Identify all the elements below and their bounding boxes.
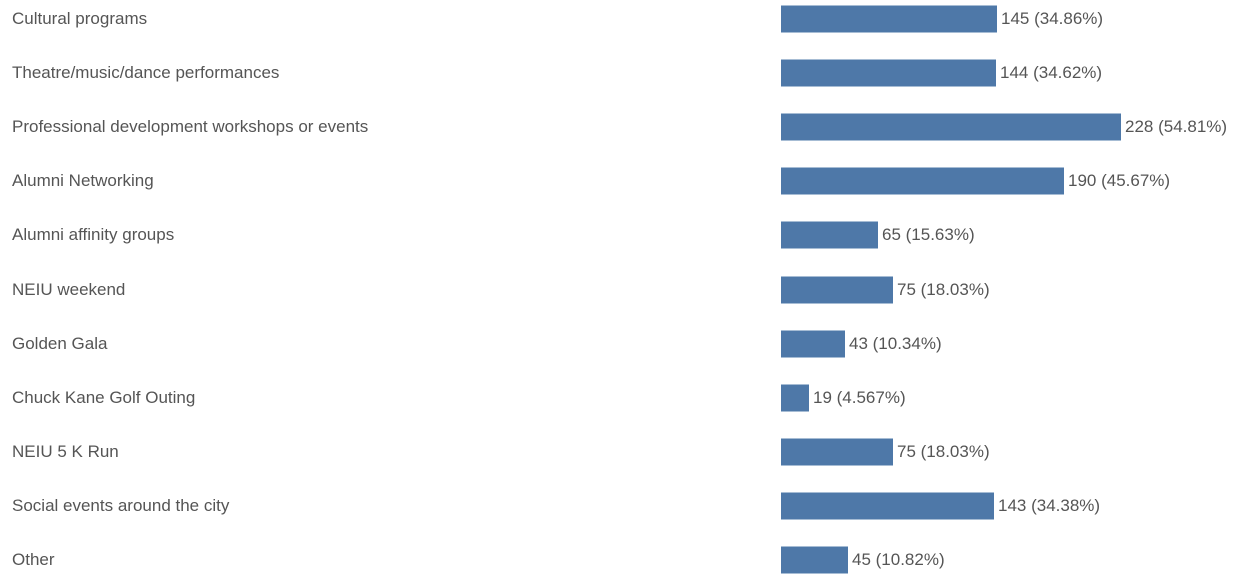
chart-row: NEIU 5 K Run 75 (18.03%) <box>0 425 1252 479</box>
bar <box>781 59 996 87</box>
value-label: 65 (15.63%) <box>882 225 975 245</box>
value-label: 75 (18.03%) <box>897 279 990 299</box>
category-label: Social events around the city <box>12 495 230 515</box>
chart-row: Alumni affinity groups 65 (15.63%) <box>0 208 1252 262</box>
chart-row: Theatre/music/dance performances 144 (34.… <box>0 46 1252 100</box>
bar <box>781 384 809 412</box>
category-label: NEIU weekend <box>12 279 126 299</box>
chart-row: Professional development workshops or ev… <box>0 100 1252 154</box>
chart-row: Social events around the city 143 (34.38%… <box>0 479 1252 533</box>
bar-chart: Cultural programs 145 (34.86%) Theatre/mus… <box>0 0 1252 574</box>
bar <box>781 438 893 466</box>
chart-row: NEIU weekend 75 (18.03%) <box>0 263 1252 317</box>
chart-row: Alumni Networking 190 (45.67%) <box>0 154 1252 208</box>
bar <box>781 167 1064 195</box>
value-label: 45 (10.82%) <box>852 550 945 569</box>
value-label: 190 (45.67%) <box>1068 171 1171 191</box>
category-label: Golden Gala <box>12 333 108 353</box>
chart-row: Cultural programs 145 (34.86%) <box>0 0 1252 46</box>
chart-row: Chuck Kane Golf Outing 19 (4.567%) <box>0 371 1252 425</box>
category-label: Professional development workshops or ev… <box>12 117 369 137</box>
bar <box>781 5 997 33</box>
value-label: 19 (4.567%) <box>813 387 906 407</box>
category-label: Cultural programs <box>12 9 148 28</box>
chart-row: Other 45 (10.82%) <box>0 533 1252 587</box>
bar <box>781 276 893 303</box>
category-label: Theatre/music/dance performances <box>12 63 280 83</box>
category-label: Chuck Kane Golf Outing <box>12 387 196 407</box>
bar <box>781 113 1121 141</box>
bar <box>781 546 848 574</box>
value-label: 145 (34.86%) <box>1001 9 1104 28</box>
chart-row: Golden Gala 43 (10.34%) <box>0 317 1252 371</box>
value-label: 75 (18.03%) <box>897 441 990 461</box>
category-label: Other <box>12 550 55 569</box>
value-label: 143 (34.38%) <box>998 495 1101 515</box>
value-label: 144 (34.62%) <box>1000 63 1103 83</box>
value-label: 228 (54.81%) <box>1125 117 1228 137</box>
category-label: Alumni Networking <box>12 171 154 191</box>
bar <box>781 492 994 520</box>
category-label: Alumni affinity groups <box>12 225 175 245</box>
bar <box>781 330 845 358</box>
bar <box>781 221 878 249</box>
value-label: 43 (10.34%) <box>849 333 942 353</box>
category-label: NEIU 5 K Run <box>12 441 119 461</box>
